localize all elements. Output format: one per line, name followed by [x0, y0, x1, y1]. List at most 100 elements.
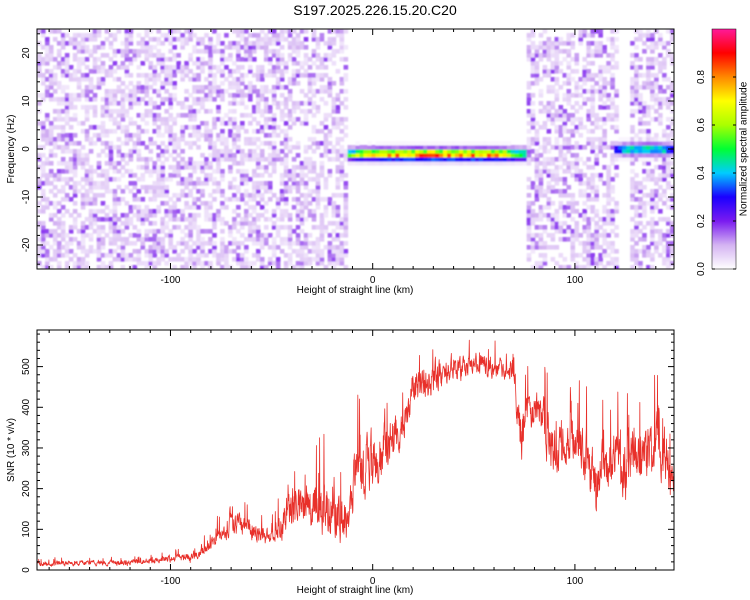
- heatmap-cell: [140, 241, 146, 246]
- heatmap-cell: [263, 117, 269, 122]
- heatmap-cell: [88, 69, 94, 74]
- heatmap-cell: [192, 205, 197, 210]
- heatmap-cell: [104, 53, 110, 58]
- heatmap-cell: [299, 257, 305, 262]
- heatmap-cell: [319, 89, 325, 94]
- heatmap-cell: [196, 241, 201, 246]
- heatmap-cell: [76, 189, 82, 194]
- heatmap-cell: [670, 205, 674, 210]
- heatmap-cell: [383, 157, 388, 162]
- heatmap-cell: [244, 209, 249, 214]
- heatmap-cell: [184, 205, 189, 210]
- heatmap-cell: [594, 157, 599, 162]
- heatmap-cell: [562, 257, 568, 262]
- heatmap-cell: [299, 193, 305, 198]
- heatmap-cell: [128, 265, 134, 269]
- heatmap-cell: [375, 141, 380, 146]
- heatmap-cell: [534, 185, 540, 190]
- heatmap-cell: [379, 141, 384, 146]
- heatmap-cell: [534, 177, 540, 182]
- heatmap-cell: [658, 165, 663, 170]
- heatmap-cell: [650, 41, 655, 46]
- heatmap-cell: [606, 165, 611, 170]
- heatmap-cell: [44, 253, 50, 258]
- heatmap-cell: [160, 101, 165, 106]
- heatmap-cell: [558, 49, 564, 54]
- heatmap-cell: [164, 149, 169, 154]
- heatmap-cell: [68, 101, 74, 106]
- heatmap-cell: [391, 153, 396, 158]
- heatmap-cell: [212, 73, 217, 78]
- heatmap-cell: [606, 105, 611, 110]
- heatmap-cell: [271, 101, 277, 106]
- heatmap-cell: [196, 125, 201, 130]
- heatmap-cell: [630, 205, 635, 210]
- heatmap-cell: [248, 81, 253, 86]
- heatmap-cell: [562, 81, 568, 86]
- heatmap-cell: [37, 249, 42, 254]
- heatmap-cell: [192, 185, 197, 190]
- heatmap-cell: [267, 133, 273, 138]
- heatmap-cell: [455, 161, 460, 166]
- heatmap-cell: [586, 233, 591, 238]
- heatmap-cell: [160, 41, 165, 46]
- heatmap-cell: [486, 141, 492, 146]
- heatmap-cell: [474, 157, 480, 162]
- heatmap-cell: [351, 149, 357, 154]
- heatmap-cell: [128, 181, 134, 186]
- heatmap-cell: [259, 45, 265, 50]
- heatmap-cell: [459, 149, 464, 154]
- heatmap-cell: [323, 197, 329, 202]
- heatmap-cell: [546, 189, 552, 194]
- heatmap-cell: [542, 205, 548, 210]
- heatmap-cell: [267, 73, 273, 78]
- heatmap-cell: [586, 53, 591, 58]
- heatmap-cell: [244, 153, 249, 158]
- heatmap-cell: [307, 157, 313, 162]
- heatmap-cell: [279, 129, 285, 134]
- heatmap-cell: [148, 213, 154, 218]
- heatmap-cell: [188, 181, 193, 186]
- heatmap-cell: [172, 137, 177, 142]
- heatmap-cell: [52, 81, 58, 86]
- heatmap-cell: [590, 189, 595, 194]
- heatmap-cell: [275, 217, 281, 222]
- heatmap-cell: [554, 41, 560, 46]
- heatmap-cell: [610, 177, 615, 182]
- heatmap-cell: [526, 109, 532, 114]
- heatmap-cell: [240, 33, 245, 38]
- heatmap-cell: [196, 161, 201, 166]
- heatmap-cell: [295, 117, 301, 122]
- heatmap-cell: [586, 217, 591, 222]
- heatmap-cell: [582, 229, 588, 234]
- heatmap-cell: [490, 141, 496, 146]
- heatmap-cell: [590, 257, 595, 262]
- heatmap-cell: [196, 73, 201, 78]
- heatmap-cell: [267, 185, 273, 190]
- heatmap-cell: [658, 69, 663, 74]
- heatmap-cell: [415, 153, 420, 158]
- heatmap-cell: [216, 69, 221, 74]
- heatmap-cell: [80, 257, 86, 262]
- heatmap-cell: [164, 157, 169, 162]
- heatmap-cell: [172, 97, 177, 102]
- heatmap-cell: [64, 193, 70, 198]
- heatmap-cell: [287, 245, 293, 250]
- heatmap-cell: [96, 233, 102, 238]
- heatmap-cell: [606, 189, 611, 194]
- heatmap-cell: [670, 169, 674, 174]
- heatmap-cell: [216, 185, 221, 190]
- heatmap-cell: [550, 185, 556, 190]
- heatmap-cell: [363, 149, 369, 154]
- heatmap-cell: [275, 81, 281, 86]
- heatmap-cell: [630, 177, 635, 182]
- heatmap-cell: [327, 29, 333, 34]
- heatmap-cell: [140, 41, 146, 46]
- heatmap-cell: [542, 109, 548, 114]
- heatmap-cell: [630, 237, 635, 242]
- heatmap-cell: [562, 97, 568, 102]
- heatmap-cell: [638, 137, 643, 142]
- heatmap-cell: [208, 109, 213, 114]
- heatmap-cell: [56, 117, 62, 122]
- heatmap-cell: [602, 49, 607, 54]
